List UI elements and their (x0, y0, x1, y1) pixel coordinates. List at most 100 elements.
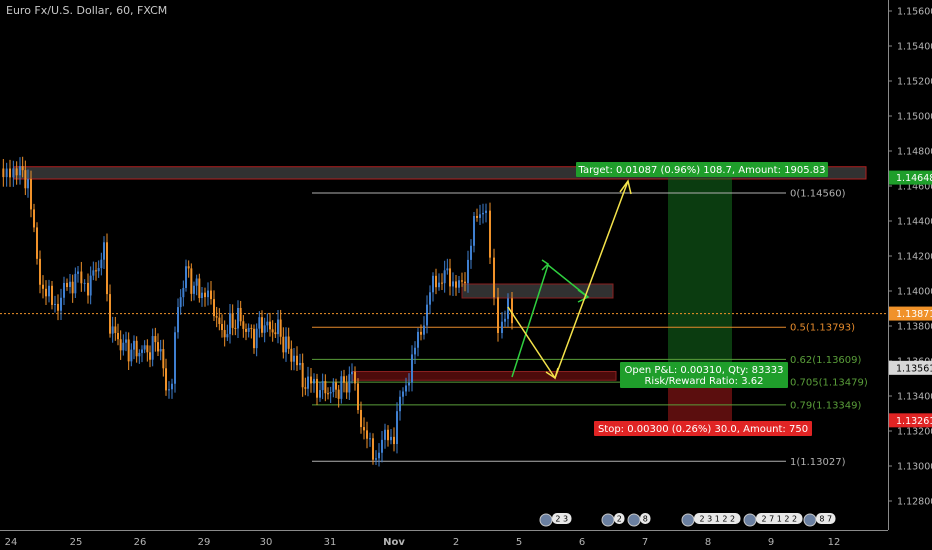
event-count-badge[interactable] (694, 513, 741, 524)
candle-body[interactable] (287, 336, 290, 349)
candle-body[interactable] (80, 271, 83, 284)
candle-body[interactable] (343, 376, 345, 383)
target-label[interactable] (576, 162, 828, 177)
candle-body[interactable] (87, 282, 89, 296)
candle-body[interactable] (304, 387, 307, 389)
candle-body[interactable] (449, 268, 451, 287)
candle-body[interactable] (446, 268, 449, 271)
candle-body[interactable] (100, 259, 103, 269)
candle-body[interactable] (299, 362, 301, 366)
candle-body[interactable] (234, 327, 237, 329)
candle-body[interactable] (327, 393, 329, 395)
candle-body[interactable] (429, 292, 431, 305)
candle-body[interactable] (151, 336, 154, 360)
candle-body[interactable] (106, 242, 108, 295)
candle-body[interactable] (111, 326, 114, 334)
candle-body[interactable] (443, 270, 446, 284)
candle-body[interactable] (204, 292, 206, 298)
event-flag-icon[interactable] (743, 513, 757, 527)
candle-body[interactable] (282, 336, 285, 353)
candle-body[interactable] (117, 332, 119, 340)
candle-body[interactable] (119, 339, 122, 351)
candle-body[interactable] (485, 210, 487, 213)
candle-body[interactable] (239, 307, 242, 322)
candle-body[interactable] (408, 382, 410, 386)
candle-body[interactable] (247, 327, 250, 332)
candle-body[interactable] (426, 304, 428, 326)
candle-body[interactable] (146, 345, 149, 353)
candle-body[interactable] (511, 298, 513, 324)
candle-body[interactable] (95, 270, 97, 272)
candle-body[interactable] (369, 438, 371, 440)
candle-body[interactable] (226, 334, 229, 338)
candle-body[interactable] (313, 378, 315, 384)
candle-body[interactable] (97, 268, 100, 272)
candle-body[interactable] (402, 391, 404, 397)
candle-body[interactable] (253, 328, 255, 349)
candle-body[interactable] (221, 324, 223, 331)
candle-body[interactable] (165, 368, 167, 391)
candle-body[interactable] (57, 303, 59, 311)
candle-body[interactable] (187, 266, 190, 269)
candle-body[interactable] (384, 429, 386, 440)
candle-body[interactable] (479, 214, 481, 218)
candle-body[interactable] (399, 396, 401, 412)
candle-body[interactable] (190, 268, 193, 294)
candle-body[interactable] (441, 282, 443, 284)
candle-body[interactable] (461, 280, 463, 282)
candle-body[interactable] (122, 342, 125, 351)
candle-body[interactable] (507, 298, 509, 319)
candle-body[interactable] (366, 430, 368, 439)
candle-body[interactable] (357, 383, 359, 410)
candle-body[interactable] (476, 215, 478, 218)
candle-body[interactable] (143, 345, 146, 350)
candle-body[interactable] (162, 349, 165, 369)
event-count-badge[interactable] (552, 513, 572, 524)
zone-rectangle[interactable] (351, 371, 617, 381)
candle-body[interactable] (149, 352, 151, 360)
candle-body[interactable] (174, 332, 176, 384)
candle-body[interactable] (48, 285, 50, 297)
candle-body[interactable] (277, 319, 279, 335)
candle-body[interactable] (185, 266, 187, 288)
candle-body[interactable] (258, 317, 261, 329)
event-flag-icon[interactable] (803, 513, 817, 527)
candle-body[interactable] (497, 297, 499, 333)
candle-body[interactable] (39, 258, 41, 285)
candle-body[interactable] (321, 381, 324, 391)
candle-body[interactable] (223, 330, 226, 338)
candle-body[interactable] (375, 458, 377, 460)
candle-body[interactable] (489, 210, 491, 258)
candle-body[interactable] (411, 354, 413, 383)
candle-body[interactable] (337, 389, 340, 399)
candle-body[interactable] (54, 303, 56, 305)
candle-body[interactable] (263, 325, 266, 333)
candle-body[interactable] (335, 382, 337, 390)
candle-body[interactable] (30, 179, 32, 210)
profit-zone[interactable] (668, 177, 732, 368)
candle-body[interactable] (340, 376, 343, 399)
candle-body[interactable] (470, 245, 472, 260)
candle-body[interactable] (261, 317, 263, 333)
candle-body[interactable] (9, 168, 11, 178)
candle-body[interactable] (141, 349, 143, 353)
candle-body[interactable] (229, 313, 231, 335)
candle-body[interactable] (103, 242, 105, 260)
candle-body[interactable] (177, 307, 179, 333)
candle-body[interactable] (279, 319, 282, 337)
candle-body[interactable] (372, 438, 374, 460)
candle-body[interactable] (138, 352, 141, 357)
candle-body[interactable] (242, 321, 245, 329)
candle-body[interactable] (19, 166, 21, 176)
candle-body[interactable] (438, 282, 440, 288)
candle-body[interactable] (83, 282, 86, 284)
candle-body[interactable] (154, 336, 157, 343)
candle-body[interactable] (435, 275, 437, 288)
candle-body[interactable] (458, 280, 460, 288)
candle-body[interactable] (195, 278, 198, 286)
candle-body[interactable] (504, 318, 506, 322)
candle-body[interactable] (5, 168, 8, 178)
candle-body[interactable] (2, 168, 5, 178)
